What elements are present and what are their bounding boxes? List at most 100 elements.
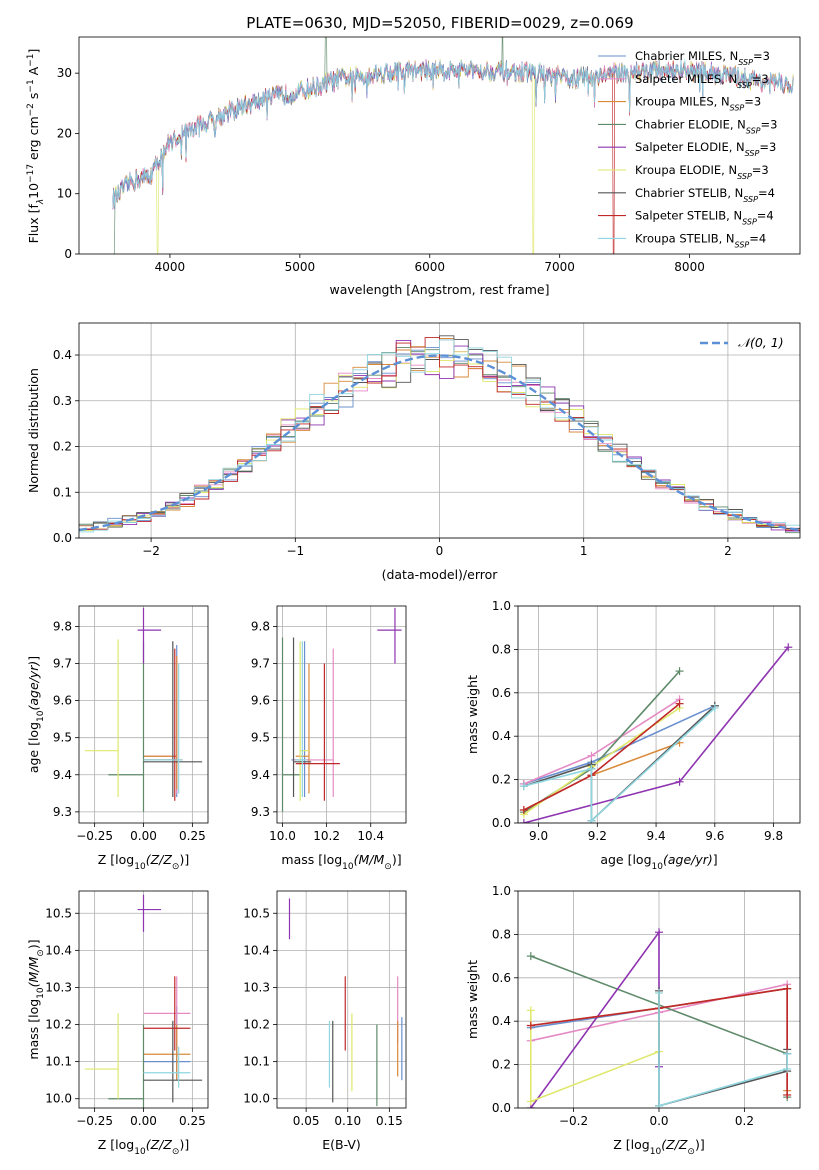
plot-area	[112, 37, 794, 254]
y-tick-label: 0.4	[53, 348, 72, 362]
x-tick-label: 0.25	[179, 1114, 206, 1128]
y-tick-label: 9.4	[251, 768, 270, 782]
x-axis-label: (data-model)/error	[382, 567, 499, 582]
y-axis-label: mass [log10(M/M⊙)]	[26, 939, 46, 1059]
x-tick-label: 1	[580, 544, 588, 558]
y-tick-label: 9.5	[53, 731, 72, 745]
y-tick-label: 0.6	[492, 971, 511, 985]
axes-frame	[517, 605, 801, 824]
y-axis-label: mass weight	[465, 960, 480, 1039]
y-tick-label: 30	[57, 66, 72, 80]
y-tick-label: 9.8	[53, 619, 72, 633]
plot-age_vs_mass: 10.0 10.2 10.4 9.3 9.4 9.5 9.6 9.7 9.8 mass [log1…	[251, 605, 407, 872]
y-tick-label: 10.0	[45, 1092, 72, 1106]
axes-frame	[78, 605, 209, 824]
y-tick-label: 10.2	[45, 1018, 72, 1032]
y-tick-label: 10.3	[45, 980, 72, 994]
x-tick-label: 9.0	[529, 829, 548, 843]
x-tick-label: 0.10	[334, 1114, 361, 1128]
x-tick-label: 0.05	[293, 1114, 320, 1128]
y-tick-label: 0	[64, 247, 72, 261]
y-tick-label: 10.4	[243, 943, 270, 957]
x-tick-label: −0.25	[76, 829, 113, 843]
spectrum-title: PLATE=0630, MJD=52050, FIBERID=0029, z=0…	[246, 14, 633, 32]
plot-weight_vs_Z: −0.2 0.0 0.2 0.0 0.2 0.4 0.6 0.8 1.0 Z [log10(Z/Z…	[465, 884, 801, 1157]
histogram-step	[79, 339, 800, 533]
x-tick-label: 9.2	[588, 829, 607, 843]
y-tick-label: 1.0	[492, 599, 511, 613]
y-tick-label: 0.4	[492, 729, 511, 743]
axes-frame	[517, 890, 801, 1109]
x-tick-label: 0.15	[376, 1114, 403, 1128]
y-axis-label: Normed distribution	[26, 368, 41, 493]
plot-weight_vs_age: 9.0 9.2 9.4 9.6 9.8 0.0 0.2 0.4 0.6 0.8 1.0 age [lo…	[465, 599, 801, 872]
x-tick-label: −1	[286, 544, 304, 558]
x-axis-label: Z [log10(Z/Z⊙)]	[98, 1137, 189, 1157]
plot-area	[84, 607, 203, 812]
gaussian-curve	[79, 354, 800, 532]
x-tick-label: 5000	[285, 260, 316, 274]
y-tick-label: 0.2	[492, 1058, 511, 1072]
x-axis-label: age [log10(age/yr)]	[600, 852, 717, 872]
weight-line	[530, 987, 789, 1095]
y-tick-label: 10.5	[45, 906, 72, 920]
y-tick-label: 9.6	[251, 694, 270, 708]
axes-frame	[276, 890, 407, 1109]
axes-frame	[276, 605, 407, 824]
y-axis-label: age [log10(age/yr)]	[26, 656, 46, 773]
x-axis-label: wavelength [Angstrom, rest frame]	[329, 282, 549, 297]
y-tick-label: 9.3	[53, 805, 72, 819]
legend-entry: Kroupa STELIB, NSSP=4	[635, 231, 766, 249]
spectrum-legend: Chabrier MILES, NSSP=3 Salpeter MILES, NS…	[598, 49, 777, 249]
y-tick-label: 0.4	[492, 1014, 511, 1028]
plot-residuals: −2 −1 0 1 2 0.0 0.1 0.2 0.3 0.4 (data-model)/error…	[26, 322, 801, 582]
plot-area	[519, 643, 793, 823]
plot-area	[281, 607, 402, 812]
x-tick-label: −0.2	[559, 1114, 588, 1128]
legend-entry: Kroupa ELODIE, NSSP=3	[635, 163, 769, 181]
x-axis-label: Z [log10(Z/Z⊙)]	[98, 852, 189, 872]
y-tick-label: 0.1	[53, 485, 72, 499]
y-tick-label: 10.5	[243, 906, 270, 920]
y-tick-label: 1.0	[492, 884, 511, 898]
y-tick-label: 9.4	[53, 768, 72, 782]
x-tick-label: 9.4	[647, 829, 666, 843]
x-tick-label: −2	[142, 544, 160, 558]
x-tick-label: 9.8	[764, 829, 783, 843]
x-tick-label: 9.6	[705, 829, 724, 843]
x-axis-label: Z [log10(Z/Z⊙)]	[613, 1137, 704, 1157]
y-tick-label: 0.2	[492, 773, 511, 787]
axes-frame	[78, 36, 801, 255]
plot-age_vs_Z: −0.25 0.00 0.25 9.3 9.4 9.5 9.6 9.7 9.8 Z [log10(…	[26, 605, 209, 872]
y-tick-label: 10.3	[243, 980, 270, 994]
y-tick-label: 9.6	[53, 694, 72, 708]
plot-spectrum: 4000 5000 6000 7000 8000 0 10 20 30 wavelength [A…	[26, 36, 801, 297]
y-tick-label: 9.5	[251, 731, 270, 745]
x-tick-label: 0.2	[735, 1114, 754, 1128]
y-tick-label: 20	[57, 126, 72, 140]
y-tick-label: 0.8	[492, 927, 511, 941]
y-tick-label: 9.7	[251, 656, 270, 670]
x-tick-label: 10.0	[269, 829, 296, 843]
x-tick-label: −0.25	[76, 1114, 113, 1128]
axes-frame	[78, 890, 209, 1109]
plot-area	[84, 894, 203, 1108]
y-tick-label: 9.7	[53, 656, 72, 670]
x-tick-label: 6000	[414, 260, 445, 274]
x-tick-label: 0.00	[130, 829, 157, 843]
y-tick-label: 10.1	[45, 1055, 72, 1069]
plot-area	[79, 335, 800, 534]
x-tick-label: 8000	[674, 260, 705, 274]
legend-entry: Chabrier STELIB, NSSP=4	[635, 186, 775, 204]
x-tick-label: 7000	[544, 260, 575, 274]
y-tick-label: 0.0	[492, 1101, 511, 1115]
x-tick-label: 10.4	[357, 829, 384, 843]
plot-area	[288, 898, 403, 1107]
y-tick-label: 0.8	[492, 642, 511, 656]
y-tick-label: 10.4	[45, 943, 72, 957]
y-tick-label: 10.2	[243, 1018, 270, 1032]
legend-entry: 𝒩(0, 1)	[738, 335, 784, 350]
axes-frame	[78, 322, 801, 539]
legend-entry: Salpeter STELIB, NSSP=4	[635, 209, 774, 227]
